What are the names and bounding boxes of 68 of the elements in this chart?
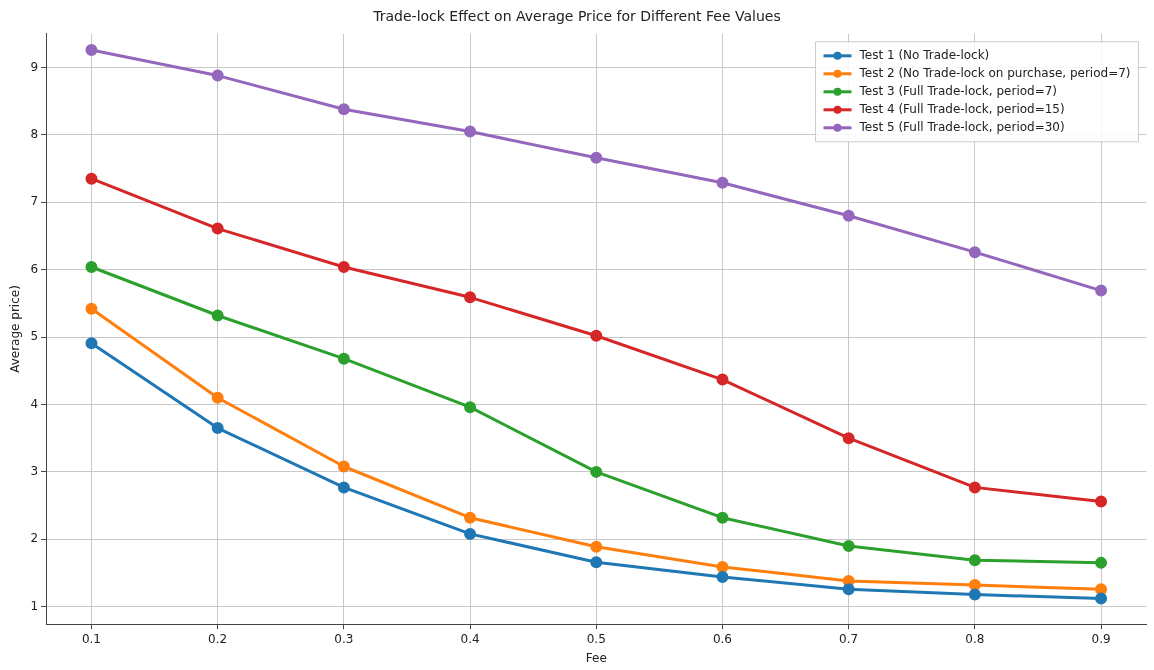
- point: [464, 511, 477, 524]
- point: [211, 309, 224, 322]
- point: [590, 540, 603, 553]
- point: [464, 527, 477, 540]
- point: [211, 69, 224, 82]
- point: [590, 465, 603, 478]
- x-tick-label: 0.9: [1091, 631, 1111, 646]
- x-tick-label: 0.7: [839, 631, 859, 646]
- point: [337, 481, 350, 494]
- x-tick-label: 0.6: [712, 631, 733, 646]
- legend-label: Test 4 (Full Trade-lock, period=15): [858, 101, 1065, 116]
- x-tick-label: 0.2: [208, 631, 228, 646]
- point: [337, 261, 350, 273]
- point: [590, 556, 603, 569]
- point: [211, 222, 224, 235]
- point: [1095, 495, 1108, 508]
- point: [1095, 284, 1108, 297]
- chart-title: Trade-lock Effect on Average Price for Different Fee Values: [372, 8, 781, 25]
- point: [1095, 592, 1108, 605]
- legend-label: Test 3 (Full Trade-lock, period=7): [858, 83, 1058, 98]
- point: [85, 337, 98, 350]
- point: [968, 588, 981, 601]
- point: [1095, 556, 1108, 569]
- point: [85, 172, 98, 185]
- y-axis-title: Average price): [8, 285, 23, 373]
- legend-label: Test 5 (Full Trade-lock, period=30): [858, 119, 1065, 134]
- point: [716, 571, 729, 584]
- y-tick-label: 4: [30, 396, 39, 411]
- point: [842, 583, 855, 596]
- point: [716, 373, 729, 386]
- x-tick-label: 0.4: [460, 631, 480, 646]
- point: [968, 246, 981, 259]
- point: [211, 391, 224, 404]
- point: [337, 103, 350, 116]
- y-tick-label: 8: [30, 127, 39, 142]
- point: [716, 560, 729, 573]
- point: [716, 511, 729, 524]
- point: [85, 43, 98, 56]
- y-tick-label: 7: [30, 194, 39, 209]
- y-tick-label: 3: [30, 464, 39, 479]
- point: [464, 401, 477, 414]
- point: [85, 302, 98, 315]
- point: [716, 176, 729, 189]
- point: [337, 352, 350, 365]
- x-tick-label: 0.5: [586, 631, 606, 646]
- legend-label: Test 2 (No Trade-lock on purchase, period=7): [858, 65, 1131, 80]
- y-tick-label: 1: [30, 598, 39, 613]
- y-tick-label: 6: [30, 261, 39, 276]
- point: [85, 261, 98, 273]
- point: [590, 151, 603, 164]
- point: [337, 460, 350, 473]
- x-tick-label: 0.3: [334, 631, 354, 646]
- point: [590, 329, 603, 342]
- point: [842, 432, 855, 445]
- y-tick-label: 5: [30, 329, 39, 344]
- legend-label: Test 1 (No Trade-lock): [858, 47, 990, 62]
- point: [464, 125, 477, 138]
- x-tick-label: 0.8: [965, 631, 985, 646]
- point: [211, 422, 224, 435]
- y-tick-label: 2: [30, 531, 39, 546]
- point: [968, 481, 981, 494]
- point: [464, 291, 477, 304]
- x-tick-label: 0.1: [81, 631, 102, 646]
- point: [842, 540, 855, 553]
- point: [968, 554, 981, 567]
- point: [842, 209, 855, 222]
- y-tick-label: 9: [30, 59, 39, 74]
- x-axis-title: Fee: [585, 650, 607, 665]
